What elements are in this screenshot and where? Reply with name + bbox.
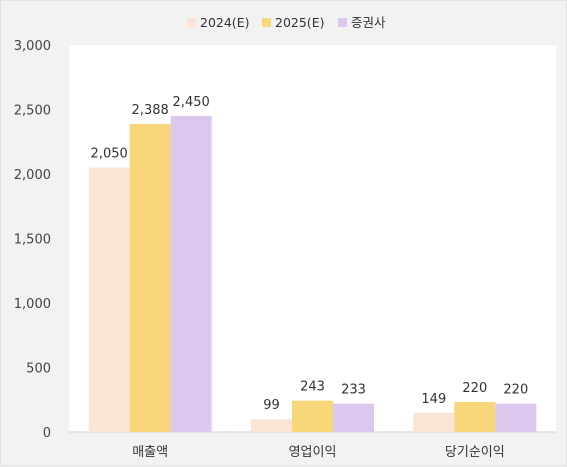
y-tick-label: 1,000 (14, 297, 51, 312)
bar-2-2 (495, 403, 537, 432)
bar-1-0 (251, 419, 292, 432)
legend-swatch (338, 18, 347, 27)
legend-label: 2025(E) (275, 15, 324, 30)
data-label: 2,450 (173, 95, 210, 110)
data-label: 220 (462, 381, 487, 396)
data-label: 2,050 (91, 147, 128, 162)
y-tick-label: 1,500 (14, 233, 51, 248)
bar-2-1 (454, 401, 496, 432)
bar-0-1 (129, 123, 171, 432)
data-label: 243 (300, 380, 325, 395)
y-tick-label: 3,000 (14, 39, 51, 54)
category-label: 매출액 (132, 445, 168, 460)
y-tick-label: 500 (26, 362, 51, 377)
bar-1-2 (333, 403, 374, 432)
legend-label: 증권사 (351, 15, 386, 30)
data-label: 99 (263, 398, 280, 413)
bar-0-2 (170, 115, 212, 432)
y-tick-label: 2,000 (14, 168, 51, 183)
y-tick-label: 0 (43, 426, 51, 441)
data-label: 149 (421, 392, 446, 407)
legend-swatch (262, 18, 271, 27)
data-label: 233 (341, 383, 366, 398)
data-label: 2,388 (132, 103, 169, 118)
category-label: 영업이익 (289, 445, 337, 460)
category-label: 당기순이익 (445, 445, 505, 460)
legend-label: 2024(E) (200, 15, 249, 30)
bar-1-1 (292, 400, 333, 432)
bar-0-0 (88, 167, 130, 433)
data-label: 220 (503, 383, 528, 398)
legend-swatch (187, 18, 196, 27)
bar-2-0 (413, 412, 455, 432)
y-tick-label: 2,500 (14, 104, 51, 119)
